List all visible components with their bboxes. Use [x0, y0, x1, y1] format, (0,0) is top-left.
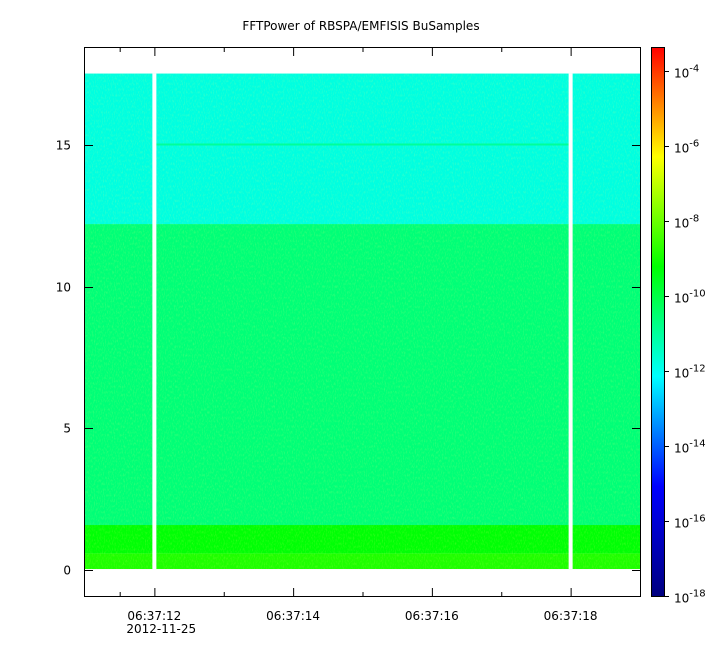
- colorbar-tick-label-6: 10-16: [674, 514, 706, 531]
- y-tick-label-0: 0: [63, 564, 71, 578]
- colorbar: 10-4 10-6 10-8 10-10 10-12 10-14 10-16 10-18: [651, 47, 706, 606]
- colorbar-frame: [651, 47, 665, 597]
- colorbar-tick-label-3: 10-10: [674, 289, 706, 306]
- y-tick-label-2: 10: [56, 281, 71, 295]
- x-tick-label-3: 06:37:18: [544, 609, 598, 623]
- y-tick-label-3: 15: [56, 139, 71, 153]
- plot-frame: [84, 47, 641, 597]
- x-tick-label-0: 06:37:12: [127, 609, 181, 623]
- colorbar-tick-label-1: 10-6: [674, 139, 699, 156]
- data-gap-1: [568, 73, 573, 570]
- x-tick-label-2: 06:37:16: [405, 609, 459, 623]
- colorbar-ticks: 10-4 10-6 10-8 10-10 10-12 10-14 10-16 10-18: [664, 64, 706, 606]
- colorbar-tick-label-7: 10-18: [674, 589, 706, 606]
- data-gap-0: [152, 73, 157, 570]
- x-date-label: 2012-11-25: [126, 622, 196, 636]
- colorbar-scale: [652, 47, 664, 596]
- noise-texture: [85, 73, 640, 570]
- data-gaps: [152, 73, 573, 570]
- y-tick-label-1: 5: [63, 422, 71, 436]
- x-tick-label-1: 06:37:14: [266, 609, 320, 623]
- colorbar-tick-label-2: 10-8: [674, 214, 699, 231]
- chart-title: FFTPower of RBSPA/EMFISIS BuSamples: [242, 19, 479, 33]
- y-axis: 0 5 10 15: [56, 139, 640, 578]
- plot-data: [85, 73, 640, 570]
- colorbar-tick-label-0: 10-4: [674, 64, 699, 81]
- colorbar-tick-label-5: 10-14: [674, 439, 706, 456]
- colorbar-tick-label-4: 10-12: [674, 364, 706, 381]
